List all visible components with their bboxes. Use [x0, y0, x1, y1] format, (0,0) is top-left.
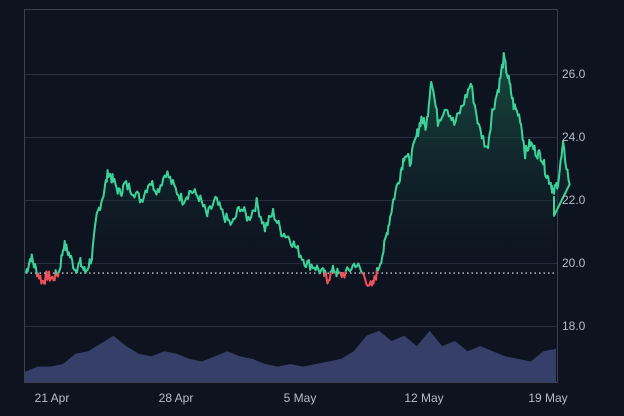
- y-tick-label: 20.0: [562, 256, 586, 270]
- y-tick-label: 24.0: [562, 130, 586, 144]
- y-tick-label: 22.0: [562, 193, 586, 207]
- price-area-fill: [26, 53, 570, 274]
- volume-area: [25, 330, 556, 382]
- x-tick-label: 28 Apr: [158, 391, 194, 405]
- y-tick-label: 18.0: [562, 319, 586, 333]
- x-tick-label: 12 May: [404, 391, 444, 405]
- price-line: [25, 52, 571, 287]
- x-tick-label: 21 Apr: [34, 391, 70, 405]
- x-tick-label: 5 May: [283, 391, 317, 405]
- x-tick-label: 19 May: [528, 391, 568, 405]
- y-tick-label: 26.0: [562, 67, 586, 81]
